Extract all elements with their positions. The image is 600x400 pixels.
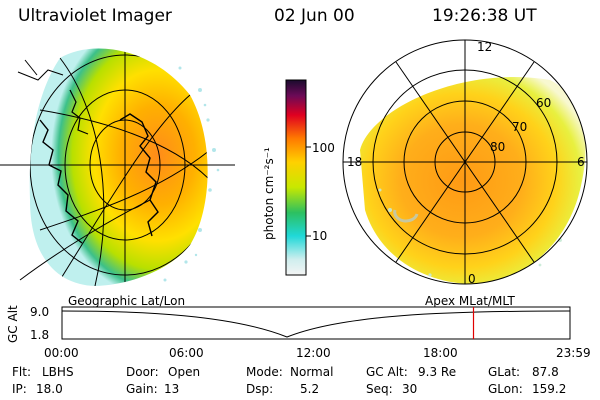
mlt-label-12: 12 [477,40,493,54]
altitude-strip-plot [61,306,571,340]
altitude-tick-9: 9.0 [30,305,50,319]
time-tick-2359: 23:59 [556,346,591,360]
time-tick-0000: 00:00 [44,346,79,360]
lat-label-60: 60 [536,96,552,110]
lat-label-70: 70 [512,120,528,134]
time-tick-0600: 06:00 [169,346,204,360]
glat-value: 87.8 [532,365,559,379]
dsp-value: 5.2 [300,382,320,396]
time-tick-1200: 12:00 [296,346,331,360]
gain-label: Gain: [126,382,158,396]
gc-alt-value: 9.3 Re [418,365,457,379]
ip-value: 18.0 [36,382,63,396]
mode-value: Normal [290,365,334,379]
altitude-axis-label: GC Alt [6,305,20,343]
mlt-label-18: 18 [347,155,363,169]
altitude-tick-1-8: 1.8 [30,328,50,342]
colorbar [285,79,311,276]
left-panel-caption: Geographic Lat/Lon [68,294,186,308]
gain-value: 13 [164,382,180,396]
image-date: 02 Jun 00 [274,6,355,26]
colorbar-unit-label: photon cm⁻²s⁻¹ [262,147,276,240]
seq-label: Seq: [366,382,393,396]
colorbar-tick-100: 100 [312,141,335,155]
colorbar-tick-10: 10 [312,229,328,243]
door-label: Door: [126,365,159,379]
image-time: 19:26:38 UT [432,6,537,26]
filter-label: Flt: [12,365,31,379]
mlt-label-6: 6 [577,155,585,169]
polar-mlat-mlt-plot [342,39,588,285]
door-value: Open [168,365,201,379]
glon-label: GLon: [488,382,523,396]
glon-value: 159.2 [532,382,567,396]
right-panel-caption: Apex MLat/MLT [425,294,515,308]
filter-value: LBHS [42,365,74,379]
geographic-globe-image [0,48,235,287]
seq-value: 30 [402,382,418,396]
mode-label: Mode: [246,365,283,379]
dsp-label: Dsp: [246,382,274,396]
mlt-label-0: 0 [468,272,476,286]
app-title: Ultraviolet Imager [18,6,172,26]
ip-label: IP: [12,382,27,396]
time-tick-1800: 18:00 [423,346,458,360]
glat-label: GLat: [488,365,521,379]
gc-alt-label: GC Alt: [366,365,408,379]
lat-label-80: 80 [490,140,506,154]
